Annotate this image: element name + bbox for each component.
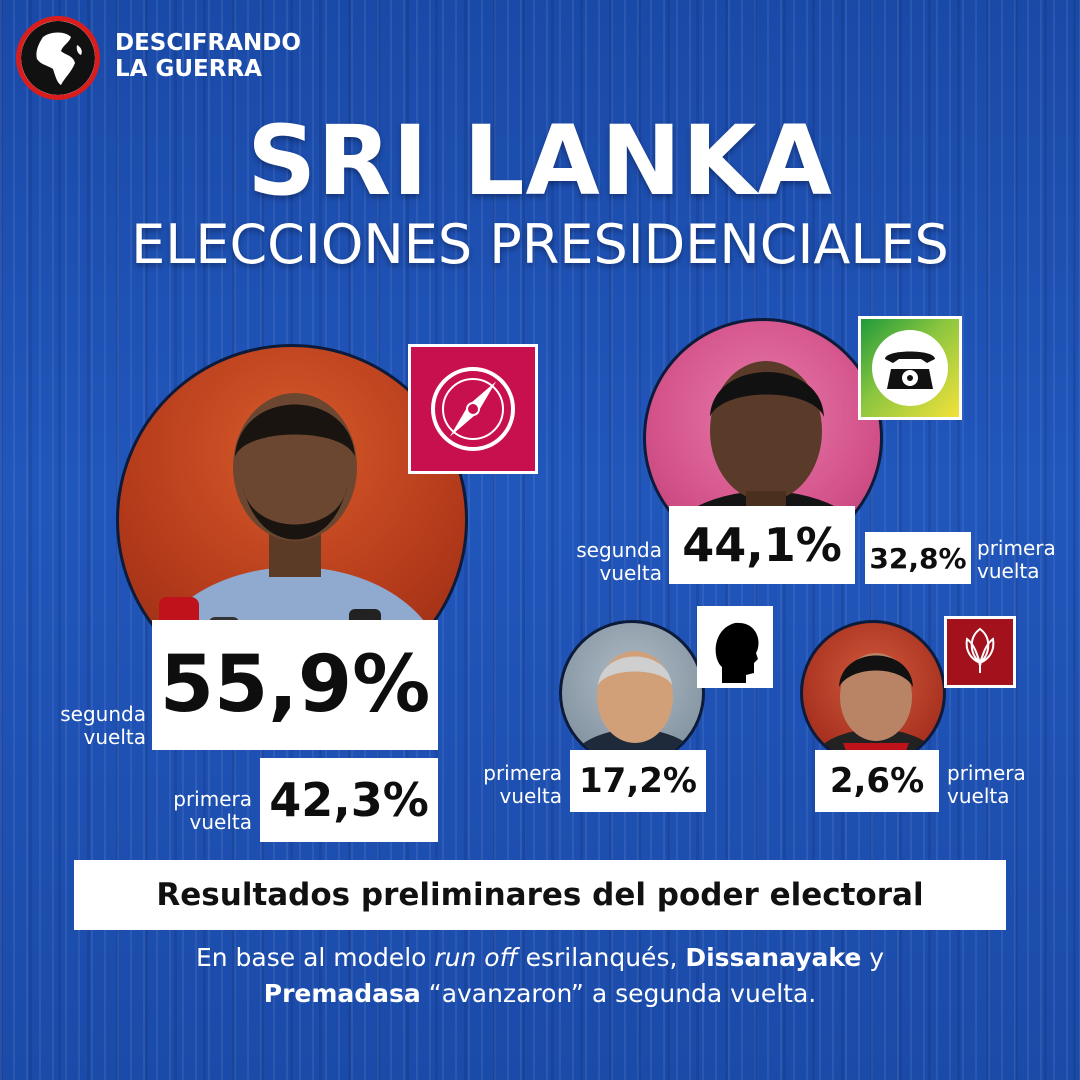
- label-line: segunda: [576, 538, 662, 562]
- dissanayake-second-round-label: segunda vuelta: [30, 703, 146, 749]
- label-line: primera: [977, 536, 1056, 560]
- wickremesinghe-first-round-box: 17,2%: [570, 750, 706, 812]
- label-line: vuelta: [189, 810, 252, 834]
- premadasa-first-round-pct: 32,8%: [869, 541, 967, 575]
- brand-name: DESCIFRANDO LA GUERRA: [115, 30, 301, 82]
- wickremesinghe-party-symbol: [697, 606, 773, 688]
- wickremesinghe-first-round-pct: 17,2%: [579, 761, 697, 801]
- dissanayake-party-symbol: [408, 344, 538, 474]
- rajapaksa-first-round-box: 2,6%: [815, 750, 939, 812]
- footer-text: En base al modelo: [195, 943, 435, 972]
- premadasa-first-round-label: primera vuelta: [977, 537, 1077, 583]
- footer-text: esrilanqués,: [517, 943, 686, 972]
- premadasa-second-round-pct: 44,1%: [682, 518, 842, 572]
- premadasa-second-round-box: 44,1%: [669, 506, 855, 584]
- label-line: vuelta: [83, 725, 146, 749]
- footer-bold-name: Premadasa: [263, 979, 421, 1008]
- page-subtitle: ELECCIONES PRESIDENCIALES: [131, 213, 949, 276]
- premadasa-party-symbol: [858, 316, 962, 420]
- label-line: primera: [947, 761, 1026, 785]
- brand-line-1: DESCIFRANDO: [115, 30, 301, 56]
- footer-text: “avanzaron” a segunda vuelta.: [420, 979, 817, 1008]
- footer-text: y: [861, 943, 885, 972]
- rajapaksa-first-round-pct: 2,6%: [829, 761, 925, 801]
- dissanayake-second-round-pct: 55,9%: [159, 640, 431, 730]
- compass-icon: [431, 367, 515, 451]
- head-silhouette-icon: [715, 622, 759, 683]
- label-line: vuelta: [599, 561, 662, 585]
- page-title: SRI LANKA: [247, 105, 833, 217]
- rajapaksa-party-symbol: [944, 616, 1016, 688]
- dissanayake-second-round-box: 55,9%: [152, 620, 438, 750]
- label-line: primera: [483, 761, 562, 785]
- dissanayake-first-round-box: 42,3%: [260, 758, 438, 842]
- wickremesinghe-first-round-label: primera vuelta: [450, 762, 562, 808]
- person-silhouette-icon: [566, 651, 702, 763]
- wickremesinghe-photo: [559, 620, 705, 766]
- telephone-icon: [872, 330, 948, 406]
- premadasa-first-round-box: 32,8%: [865, 532, 971, 584]
- results-heading-box: Resultados preliminares del poder electo…: [74, 860, 1006, 930]
- footer-note: En base al modelo run off esrilanqués, D…: [60, 940, 1020, 1012]
- lotus-bud-icon: [965, 627, 995, 673]
- dissanayake-first-round-pct: 42,3%: [269, 773, 429, 827]
- premadasa-second-round-label: segunda vuelta: [546, 539, 662, 585]
- brand-line-2: LA GUERRA: [115, 56, 262, 82]
- brand-logo: [16, 16, 100, 100]
- label-line: vuelta: [977, 559, 1040, 583]
- footer-italic: run off: [434, 943, 518, 972]
- results-heading: Resultados preliminares del poder electo…: [156, 877, 924, 913]
- rajapaksa-photo: [800, 620, 946, 766]
- footer-bold-name: Dissanayake: [685, 943, 862, 972]
- label-line: segunda: [60, 702, 146, 726]
- label-line: vuelta: [499, 784, 562, 808]
- rajapaksa-first-round-label: primera vuelta: [947, 762, 1057, 808]
- label-line: primera: [173, 787, 252, 811]
- dissanayake-first-round-label: primera vuelta: [136, 788, 252, 834]
- person-silhouette-icon: [807, 653, 943, 763]
- label-line: vuelta: [947, 784, 1010, 808]
- globe-icon: [21, 21, 95, 95]
